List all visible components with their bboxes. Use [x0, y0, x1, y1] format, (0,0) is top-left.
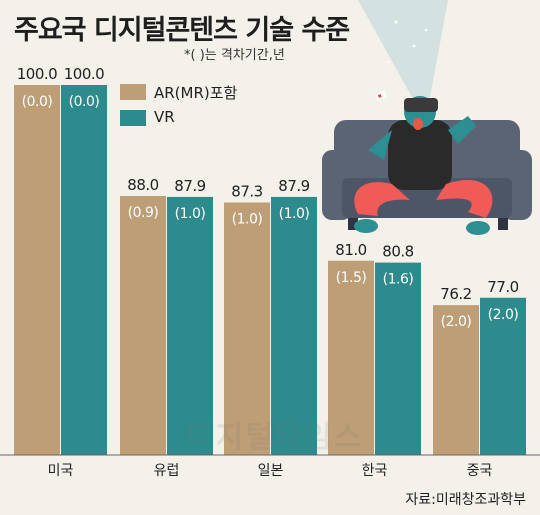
legend-swatch-vr: [120, 110, 146, 126]
bar: [328, 260, 374, 455]
sofa-leg: [348, 218, 358, 230]
category-label: 한국: [362, 463, 388, 479]
bar: [120, 196, 166, 455]
gap-period-note: *( )는 격차기간,년: [184, 48, 285, 63]
bar-value-label: 87.3: [231, 182, 262, 200]
sparkle-dot: [412, 44, 416, 48]
headset-spark-dot: [377, 94, 382, 98]
bar-gap-label: (2.0): [488, 307, 519, 323]
person-arm-right: [448, 116, 476, 144]
bar: [14, 85, 60, 455]
bar: [224, 202, 270, 455]
bar-gap-label: (2.0): [441, 314, 472, 330]
category-label: 미국: [48, 463, 74, 479]
person-arm-left: [368, 130, 392, 160]
sparkle-dot: [386, 60, 390, 64]
vr-headset-icon: [404, 98, 438, 112]
bar: [61, 85, 107, 455]
category-label: 일본: [258, 463, 284, 479]
bar-gap-label: (1.5): [336, 270, 367, 286]
bar-value-label: 87.9: [278, 177, 309, 195]
bar-value-label: 76.2: [440, 285, 471, 303]
bar-gap-label: (0.9): [128, 205, 159, 221]
legend-swatch-ar: [120, 84, 146, 100]
bar-value-label: 100.0: [64, 65, 104, 83]
bar-gap-label: (0.0): [69, 94, 100, 110]
bar-gap-label: (1.0): [175, 206, 206, 222]
person-mouth: [413, 118, 423, 130]
source-credit: 자료:미래창조과학부: [405, 492, 526, 508]
bar: [480, 297, 526, 455]
sparkle-dot: [424, 28, 428, 32]
person-leg-left: [354, 182, 410, 216]
person-shirt: [388, 120, 452, 190]
bar: [271, 196, 317, 456]
bar-value-label: 77.0: [487, 278, 518, 296]
bar: [433, 305, 479, 455]
legend-label-ar: AR(MR)포함: [154, 84, 238, 102]
bar-value-label: 88.0: [127, 176, 158, 194]
legend-label-vr: VR: [154, 108, 175, 126]
category-label: 중국: [467, 463, 493, 479]
person-leg-right: [436, 180, 493, 218]
vr-user-illustration: [322, 0, 532, 235]
bar: [167, 196, 213, 456]
bar-value-label: 100.0: [17, 65, 57, 83]
person-foot: [466, 221, 490, 235]
bar: [375, 262, 421, 455]
bar-value-label: 81.0: [335, 241, 366, 259]
person-foot: [354, 219, 378, 233]
sofa-leg: [498, 218, 508, 230]
bar-gap-label: (1.0): [232, 211, 263, 227]
headset-spark-icon: [375, 90, 388, 101]
bar-value-label: 87.9: [174, 177, 205, 195]
bar-gap-label: (1.6): [383, 272, 414, 288]
watermark: 디지털타임스: [186, 420, 364, 455]
bar-gap-label: (1.0): [279, 206, 310, 222]
projection-light-beam: [358, 0, 448, 108]
sparkle-dot: [394, 20, 398, 24]
chart-title: 주요국 디지털콘텐츠 기술 수준: [14, 15, 350, 46]
bar-gap-label: (0.0): [22, 94, 53, 110]
category-label: 유럽: [154, 463, 180, 479]
bar-value-label: 80.8: [382, 243, 413, 261]
